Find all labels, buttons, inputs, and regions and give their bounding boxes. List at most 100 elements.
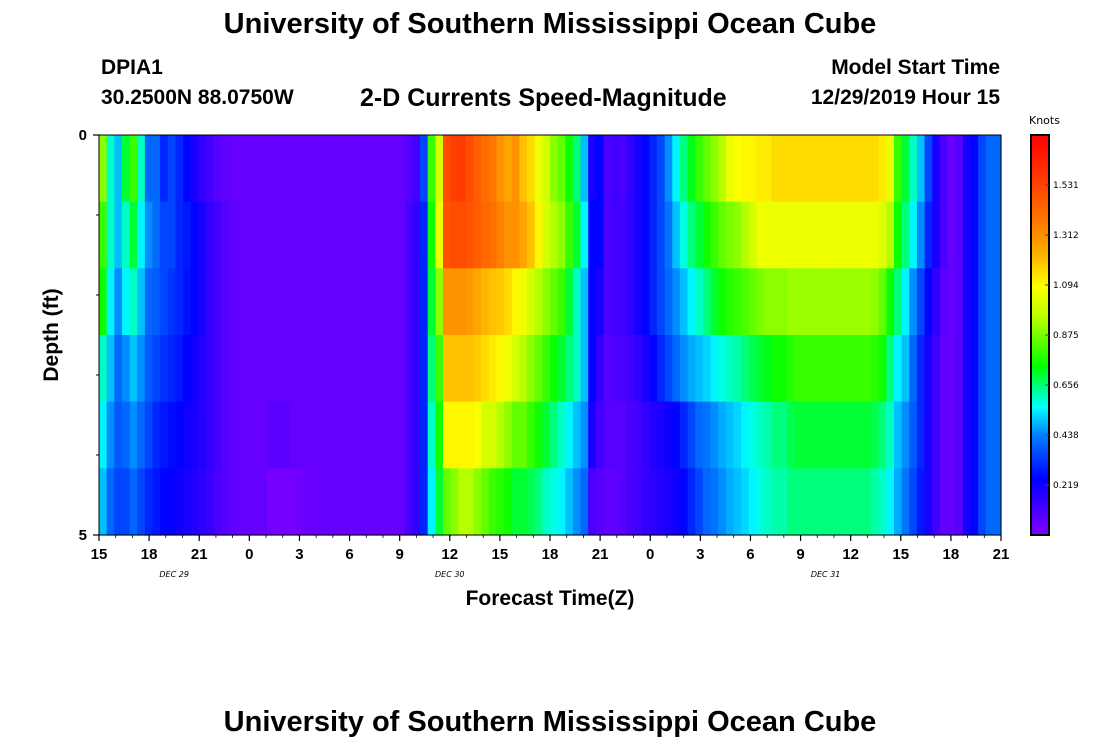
heatmap-cell bbox=[412, 401, 421, 469]
heatmap-cell bbox=[442, 401, 452, 469]
colorbar-tick-label: 1.312 bbox=[1053, 231, 1079, 241]
heatmap-cell bbox=[832, 401, 842, 469]
heatmap-cell bbox=[251, 468, 261, 536]
heatmap-cell bbox=[412, 135, 421, 203]
heatmap-cell bbox=[542, 135, 551, 203]
x-axis-label: Forecast Time(Z) bbox=[466, 587, 635, 610]
heatmap-cell bbox=[695, 401, 704, 469]
x-tick-label: 21 bbox=[191, 546, 208, 563]
heatmap-cell bbox=[121, 201, 131, 269]
heatmap-cells bbox=[99, 135, 1002, 536]
heatmap-cell bbox=[389, 335, 398, 403]
heatmap-cell bbox=[167, 268, 177, 336]
heatmap-cell bbox=[978, 201, 987, 269]
heatmap-cell bbox=[809, 268, 819, 336]
heatmap-cell bbox=[198, 335, 207, 403]
heatmap-cell bbox=[871, 468, 880, 536]
heatmap-cell bbox=[603, 201, 612, 269]
heatmap-cell bbox=[741, 201, 750, 269]
heatmap-cell bbox=[756, 335, 765, 403]
heatmap-cell bbox=[282, 135, 291, 203]
heatmap-cell bbox=[832, 201, 842, 269]
y-axis: 05 bbox=[79, 127, 99, 544]
heatmap-cell bbox=[916, 335, 926, 403]
heatmap-cell bbox=[106, 468, 115, 536]
heatmap-cell bbox=[389, 201, 398, 269]
heatmap-cell bbox=[121, 335, 131, 403]
heatmap-cell bbox=[297, 468, 306, 536]
heatmap-cell bbox=[183, 335, 192, 403]
heatmap-cell bbox=[228, 268, 238, 336]
heatmap-cell bbox=[626, 135, 635, 203]
heatmap-cell bbox=[488, 135, 498, 203]
heatmap-cell bbox=[358, 201, 368, 269]
heatmap-cell bbox=[817, 335, 826, 403]
heatmap-cell bbox=[442, 135, 452, 203]
heatmap-cell bbox=[779, 201, 788, 269]
heatmap-cell bbox=[190, 401, 199, 469]
heatmap-cell bbox=[450, 135, 459, 203]
heatmap-cell bbox=[687, 201, 696, 269]
heatmap-cell bbox=[679, 401, 689, 469]
heatmap-cell bbox=[756, 201, 765, 269]
heatmap-cell bbox=[160, 268, 169, 336]
heatmap-cell bbox=[198, 135, 207, 203]
heatmap-cell bbox=[244, 201, 253, 269]
heatmap-cell bbox=[183, 201, 192, 269]
heatmap-cell bbox=[358, 468, 368, 536]
heatmap-cell bbox=[343, 335, 352, 403]
heatmap-cell bbox=[618, 268, 628, 336]
heatmap-cell bbox=[328, 201, 337, 269]
heatmap-cell bbox=[144, 135, 154, 203]
heatmap-cell bbox=[955, 201, 964, 269]
heatmap-cell bbox=[282, 401, 291, 469]
heatmap-cell bbox=[206, 468, 215, 536]
heatmap-cell bbox=[190, 468, 199, 536]
heatmap-cell bbox=[519, 335, 528, 403]
heatmap-cell bbox=[657, 335, 666, 403]
heatmap-cell bbox=[695, 335, 704, 403]
heatmap-cell bbox=[985, 268, 994, 336]
heatmap-cell bbox=[221, 401, 230, 469]
heatmap-cell bbox=[389, 268, 398, 336]
heatmap-cell bbox=[267, 135, 276, 203]
heatmap-cell bbox=[496, 401, 505, 469]
heatmap-cell bbox=[427, 201, 436, 269]
heatmap-cell bbox=[167, 135, 177, 203]
heatmap-cell bbox=[855, 268, 864, 336]
date-label: DEC 31 bbox=[811, 570, 841, 579]
heatmap-cell bbox=[542, 468, 551, 536]
heatmap-cell bbox=[909, 268, 918, 336]
x-tick-label: 6 bbox=[746, 546, 754, 563]
heatmap-cell bbox=[435, 201, 444, 269]
heatmap-cell bbox=[435, 335, 444, 403]
heatmap-cell bbox=[863, 135, 872, 203]
heatmap-cell bbox=[121, 135, 131, 203]
heatmap-cell bbox=[916, 201, 926, 269]
heatmap-cell bbox=[458, 468, 467, 536]
heatmap-cell bbox=[435, 135, 444, 203]
heatmap-cell bbox=[595, 135, 605, 203]
heatmap-cell bbox=[955, 268, 964, 336]
heatmap-cell bbox=[840, 268, 849, 336]
heatmap-cell bbox=[786, 468, 796, 536]
heatmap-cell bbox=[282, 468, 291, 536]
heatmap-cell bbox=[137, 201, 146, 269]
heatmap-cell bbox=[588, 268, 597, 336]
heatmap-cell bbox=[756, 268, 765, 336]
heatmap-cell bbox=[710, 468, 719, 536]
heatmap-cell bbox=[611, 135, 620, 203]
heatmap-cell bbox=[297, 268, 306, 336]
x-tick-label: 9 bbox=[796, 546, 804, 563]
heatmap-cell bbox=[99, 135, 108, 203]
heatmap-cell bbox=[886, 135, 895, 203]
heatmap-cell bbox=[534, 135, 543, 203]
heatmap-cell bbox=[542, 401, 551, 469]
heatmap-cell bbox=[427, 268, 436, 336]
heatmap-cell bbox=[481, 335, 490, 403]
heatmap-cell bbox=[450, 335, 459, 403]
heatmap-cell bbox=[313, 468, 322, 536]
heatmap-cell bbox=[649, 201, 658, 269]
heatmap-cell bbox=[305, 201, 314, 269]
heatmap-cell bbox=[580, 468, 589, 536]
